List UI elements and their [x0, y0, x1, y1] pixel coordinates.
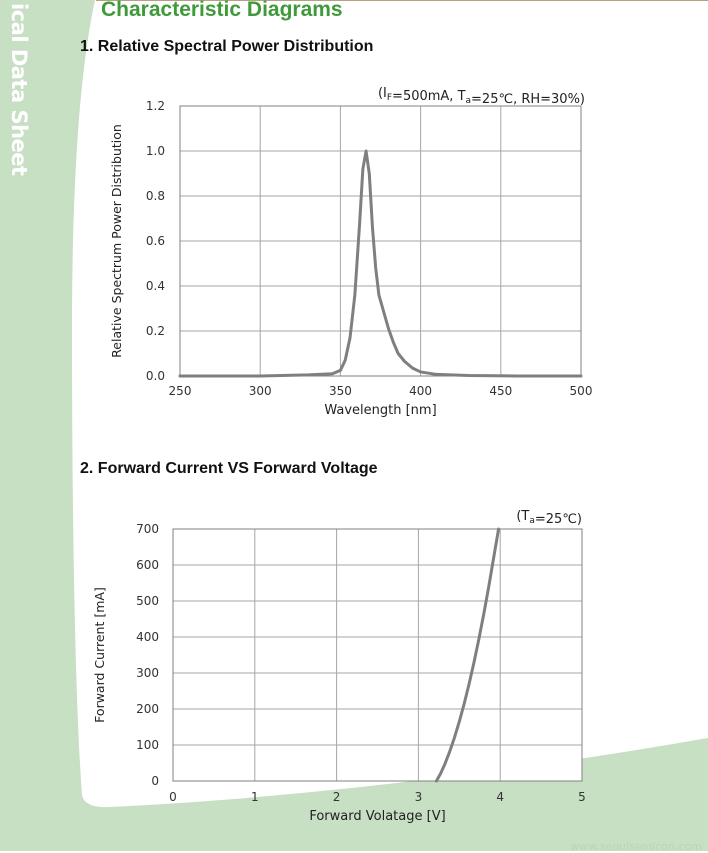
spectral-power-chart: 250 300 350 400 450 500 0.0 0.2 0.4 0.6 0.8 1.0 1.2 W… — [109, 86, 593, 418]
y-axis-label: Relative Spectrum Power Distribution — [109, 124, 124, 358]
data-series-line — [434, 527, 501, 783]
footer-url: www.seoulsemicon.com — [570, 840, 702, 853]
side-text-label: ical Data Sheet — [7, 2, 31, 176]
x-tick-label: 250 — [169, 384, 192, 398]
x-tick-label: 500 — [570, 384, 593, 398]
plot-area — [173, 529, 582, 781]
measurement-condition: (Ta=25℃) — [516, 509, 582, 527]
side-vertical-text: ical Data Sheet — [4, 2, 34, 176]
y-tick-label: 0 — [151, 774, 159, 788]
data-series-line — [178, 149, 583, 378]
y-tick-label: 400 — [136, 630, 159, 644]
x-tick-label: 4 — [496, 790, 504, 804]
y-tick-label: 700 — [136, 522, 159, 536]
x-tick-label: 300 — [249, 384, 272, 398]
x-tick-label: 350 — [329, 384, 352, 398]
x-tick-label: 3 — [415, 790, 423, 804]
y-tick-label: 200 — [136, 702, 159, 716]
plot-border — [179, 105, 582, 377]
y-tick-label: 0.2 — [146, 324, 165, 338]
measurement-condition: (IF=500mA, Ta=25℃, RH=30%) — [378, 86, 585, 107]
y-tick-label: 0.6 — [146, 234, 165, 248]
x-tick-label: 400 — [409, 384, 432, 398]
y-tick-label: 600 — [136, 558, 159, 572]
section-title-spectral: 1. Relative Spectral Power Distribution — [80, 38, 374, 55]
y-tick-label: 300 — [136, 666, 159, 680]
y-tick-label: 0.0 — [146, 369, 165, 383]
plot-border — [172, 528, 583, 782]
y-tick-label: 500 — [136, 594, 159, 608]
x-tick-label: 1 — [251, 790, 259, 804]
y-tick-label: 1.2 — [146, 99, 165, 113]
x-tick-label: 5 — [578, 790, 586, 804]
y-tick-label: 1.0 — [146, 144, 165, 158]
page-title: Characteristic Diagrams — [101, 0, 343, 21]
x-tick-label: 450 — [489, 384, 512, 398]
x-axis-label: Forward Volatage [V] — [309, 809, 445, 824]
y-axis-label: Forward Current [mA] — [92, 587, 107, 723]
y-tick-label: 100 — [136, 738, 159, 752]
x-tick-label: 0 — [169, 790, 177, 804]
section-title-forward: 2. Forward Current VS Forward Voltage — [80, 460, 378, 477]
y-tick-label: 0.8 — [146, 189, 165, 203]
y-tick-label: 0.4 — [146, 279, 165, 293]
x-axis-label: Wavelength [nm] — [324, 403, 436, 418]
x-tick-label: 2 — [333, 790, 341, 804]
